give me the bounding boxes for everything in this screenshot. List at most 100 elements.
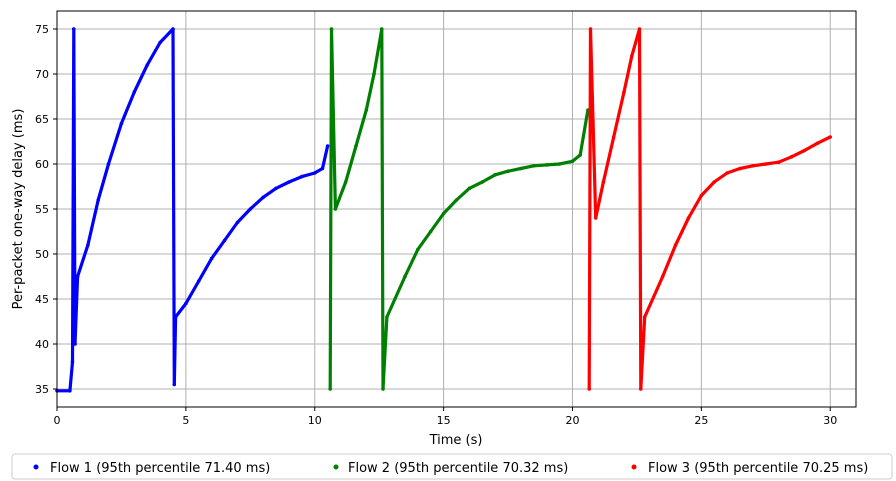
data-point	[364, 108, 369, 112]
data-point	[686, 216, 691, 220]
data-point	[119, 121, 124, 126]
legend: Flow 1 (95th percentile 71.40 ms) Flow 2…	[11, 453, 893, 480]
data-point	[815, 141, 820, 146]
data-point	[532, 164, 536, 168]
data-point	[86, 243, 90, 247]
data-point	[601, 180, 606, 184]
data-point	[416, 247, 420, 252]
series-flow-2	[328, 27, 590, 391]
data-point	[789, 155, 794, 159]
data-point	[343, 180, 348, 184]
data-point	[699, 193, 704, 198]
data-point	[184, 301, 188, 306]
data-point	[333, 207, 338, 211]
legend-label-flow-1: Flow 1 (95th percentile 71.40 ms)	[50, 461, 270, 476]
data-point	[173, 315, 178, 319]
data-point	[372, 72, 376, 76]
x-tick-label: 20	[565, 414, 579, 427]
x-tick-label: 15	[437, 414, 451, 427]
data-point	[354, 144, 358, 148]
data-point	[441, 211, 446, 216]
data-point	[776, 160, 781, 164]
legend-label-flow-3: Flow 3 (95th percentile 70.25 ms)	[648, 461, 868, 476]
data-point	[480, 180, 485, 184]
data-point	[73, 342, 77, 346]
data-point	[329, 27, 334, 31]
data-point	[132, 90, 137, 94]
legend-marker-flow-3	[631, 464, 637, 470]
x-axis-label: Time (s)	[429, 433, 483, 448]
data-point	[493, 173, 497, 177]
data-point	[660, 274, 665, 279]
data-point	[403, 274, 407, 279]
data-point	[379, 27, 384, 31]
y-tick-label: 50	[35, 248, 49, 261]
y-tick-label: 70	[35, 68, 49, 81]
legend-box	[11, 453, 893, 480]
plot-area	[55, 27, 833, 393]
y-tick-label: 45	[35, 293, 49, 306]
x-tick-label: 5	[182, 414, 189, 427]
data-point	[320, 166, 325, 171]
data-point	[106, 162, 111, 166]
data-point	[454, 198, 459, 202]
data-point	[578, 153, 583, 157]
data-point	[506, 169, 510, 173]
data-point	[725, 171, 729, 175]
x-tick-label: 25	[694, 414, 708, 427]
data-point	[557, 162, 562, 166]
data-point	[274, 186, 278, 191]
data-point	[763, 162, 768, 166]
data-point	[738, 166, 742, 171]
data-point	[172, 382, 177, 387]
data-point	[385, 315, 389, 319]
data-point	[222, 238, 227, 243]
data-point	[588, 27, 593, 31]
data-point	[611, 135, 616, 139]
data-point	[145, 63, 150, 67]
data-point	[171, 27, 175, 31]
grid-lines	[56, 11, 856, 407]
legend-marker-flow-2	[333, 464, 339, 470]
series-trace	[587, 27, 831, 391]
data-point	[570, 159, 575, 164]
y-tick-label: 65	[35, 113, 49, 126]
data-point	[467, 186, 472, 191]
data-point	[71, 27, 76, 31]
data-point	[428, 229, 433, 234]
data-point	[712, 180, 717, 184]
data-point	[593, 216, 598, 220]
data-point	[287, 180, 291, 184]
data-point	[638, 387, 643, 391]
series-flow-1	[55, 27, 330, 393]
y-tick-label: 60	[35, 158, 49, 171]
data-point	[325, 144, 330, 148]
y-axis-label: Per-packet one-way delay (ms)	[11, 109, 26, 310]
series-trace	[328, 27, 590, 391]
data-point	[235, 220, 240, 225]
data-point	[261, 195, 265, 200]
data-point	[544, 163, 549, 167]
data-point	[300, 174, 304, 179]
x-tick-label: 0	[54, 414, 61, 427]
data-point	[673, 243, 678, 247]
data-point	[637, 27, 642, 31]
data-point	[75, 274, 80, 279]
series-flow-3	[587, 27, 833, 391]
data-point	[519, 166, 523, 171]
x-tick-label: 30	[823, 414, 837, 427]
data-point	[751, 164, 755, 168]
data-point	[209, 256, 214, 261]
x-tick-label: 10	[308, 414, 322, 427]
legend-marker-flow-1	[33, 464, 39, 470]
data-point	[328, 387, 333, 391]
legend-label-flow-2: Flow 2 (95th percentile 70.32 ms)	[348, 461, 568, 476]
data-point	[196, 279, 201, 283]
data-point	[828, 135, 833, 139]
data-point	[381, 387, 385, 391]
data-point	[642, 315, 647, 319]
data-point	[802, 148, 807, 153]
data-point	[312, 171, 317, 175]
data-point	[158, 40, 162, 45]
